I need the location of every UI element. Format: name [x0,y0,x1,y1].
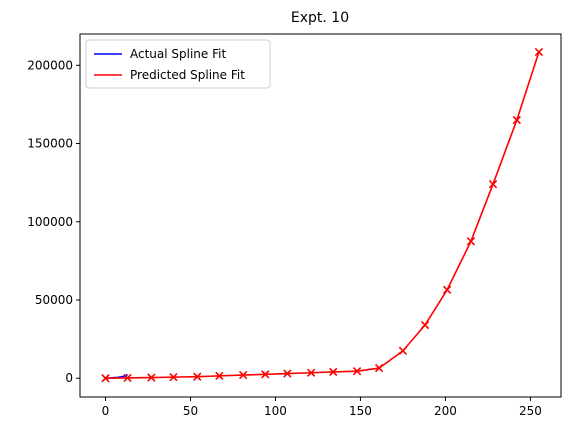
data-point-marker [420,320,430,330]
data-point-marker [169,372,178,382]
chart-title: Expt. 10 [291,10,349,26]
data-point-marker [534,47,544,57]
series-line [105,51,540,380]
data-point-marker [239,370,248,380]
data-point-marker [193,372,202,381]
data-point-marker [215,371,224,381]
data-point-marker [306,368,316,377]
data-point-marker [488,180,498,189]
legend-label: Predicted Spline Fit [130,68,245,82]
data-point-marker [374,363,384,373]
x-tick-label: 100 [264,404,287,418]
x-tick-label: 50 [183,404,198,418]
series-2 [101,47,544,383]
legend: Actual Spline Fit Predicted Spline Fit [85,39,271,89]
y-tick-label: 150000 [27,137,73,151]
x-tick-label: 200 [434,404,457,418]
data-point-marker [147,373,156,382]
x-tick-label: 150 [349,404,372,418]
y-tick-label: 0 [65,371,73,385]
data-point-marker [512,115,521,125]
data-point-marker [123,373,132,383]
data-point-marker [352,367,362,376]
y-tick-label: 200000 [27,58,73,72]
data-point-marker [261,370,270,379]
plot-area-frame [79,33,562,398]
y-tick-label: 50000 [35,293,73,307]
legend-item: Predicted Spline Fit [94,68,245,82]
legend-box [85,39,271,89]
legend-item: Actual Spline Fit [94,47,226,61]
axes-layer: 0 50 100 150 200 250 0 50000 100000 150000 200000 [27,58,542,418]
legend-label: Actual Spline Fit [130,47,226,61]
data-point-marker [398,346,408,356]
data-point-marker [329,367,338,377]
y-tick-label: 100000 [27,215,73,229]
x-tick-label: 0 [102,404,110,418]
x-tick-label: 250 [519,404,542,418]
data-point-marker [442,285,452,294]
data-point-marker [466,237,476,246]
data-point-marker [101,374,110,383]
data-point-marker [283,369,292,378]
series-layer [101,47,544,383]
